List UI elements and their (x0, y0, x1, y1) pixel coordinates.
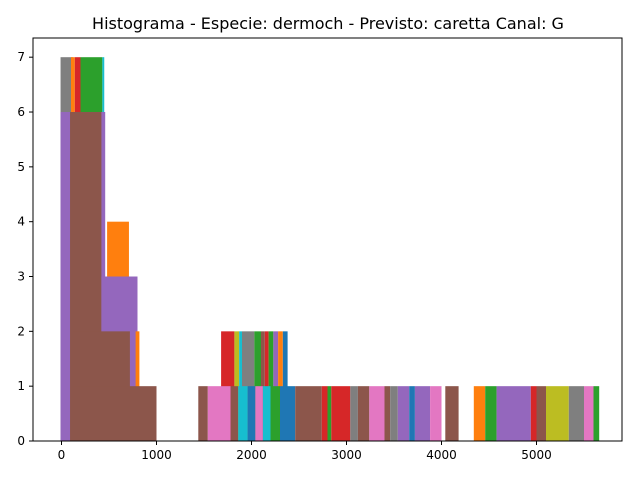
axes: 0 1000 2000 3000 4000 5000 0 1 2 3 4 5 6 7 (17, 37, 623, 462)
histogram-bar (255, 386, 263, 441)
histogram-bar (198, 386, 208, 441)
histogram-bar (485, 386, 497, 441)
histogram-bar (254, 331, 261, 441)
histogram-bar (72, 386, 157, 441)
histogram-bar (496, 386, 531, 441)
x-tick-label: 1000 (141, 448, 172, 462)
histogram-bar (295, 386, 322, 441)
histogram-bar (568, 386, 584, 441)
histogram-bar (321, 386, 328, 441)
histogram-bar (268, 331, 274, 441)
chart-title: Histograma - Especie: dermoch - Previsto… (92, 14, 564, 33)
histogram-bar (234, 331, 240, 441)
x-tick-label: 5000 (521, 448, 552, 462)
histogram-bar (445, 386, 459, 441)
histogram-bar (593, 386, 600, 441)
y-tick-label: 7 (17, 50, 25, 64)
histogram-bar (536, 386, 546, 441)
histogram-bar (273, 331, 279, 441)
histogram-bar (278, 331, 283, 441)
x-tick-label: 2000 (236, 448, 267, 462)
y-tick-label: 6 (17, 105, 25, 119)
histogram-bar (247, 386, 256, 441)
histogram-bar (238, 386, 248, 441)
histogram-bar (135, 331, 140, 441)
histogram-bar (230, 386, 239, 441)
histogram-bar (584, 386, 594, 441)
histogram-bar (264, 331, 269, 441)
histogram-bar (207, 386, 231, 441)
histogram-bar (282, 331, 288, 441)
histogram-bar (473, 386, 486, 441)
histogram-bar (350, 386, 358, 441)
histogram-bar (270, 386, 280, 441)
histogram-bar (331, 386, 351, 441)
y-tick-label: 3 (17, 270, 25, 284)
y-tick-label: 4 (17, 215, 25, 229)
y-tick-label: 2 (17, 324, 25, 338)
histogram-bar (280, 386, 296, 441)
histogram-bar (327, 386, 332, 441)
y-tick-label: 1 (17, 379, 25, 393)
x-tick-label: 3000 (331, 448, 362, 462)
y-tick-label: 0 (17, 434, 25, 448)
histogram-bar (409, 386, 415, 441)
y-tick-label: 5 (17, 160, 25, 174)
histogram-bar (430, 386, 442, 441)
histogram-bar (262, 386, 271, 441)
x-tick-label: 0 (58, 448, 66, 462)
histogram-bar (369, 386, 385, 441)
histogram-bar (390, 386, 398, 441)
plot-area (60, 57, 600, 442)
histogram-bar (414, 386, 431, 441)
histogram-bar (530, 386, 537, 441)
x-tick-label: 4000 (426, 448, 457, 462)
histogram-bar (261, 331, 265, 441)
histogram-bar (397, 386, 410, 441)
histogram-bar (357, 386, 370, 441)
axes-frame (32, 37, 623, 442)
histogram-bar (384, 386, 391, 441)
histogram-bar (546, 386, 569, 441)
histogram-bar (239, 331, 242, 441)
